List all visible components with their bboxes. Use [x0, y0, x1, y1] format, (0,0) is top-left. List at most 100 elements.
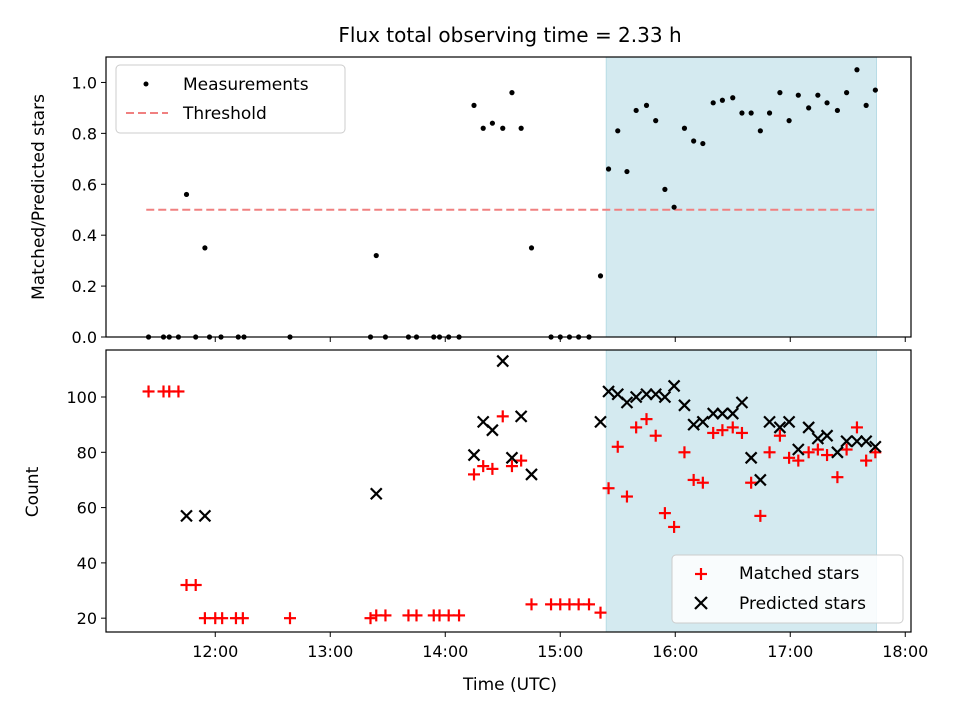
measurement-point — [730, 95, 736, 101]
matched-star-point — [142, 385, 155, 398]
legend-measurements-label: Measurements — [183, 75, 309, 95]
measurement-point — [653, 118, 659, 124]
predicted-star-point — [369, 487, 383, 501]
top-observing-span — [605, 56, 877, 338]
top-legend: Measurements Threshold — [115, 64, 346, 134]
predicted-star-point — [486, 423, 499, 437]
top-y-tick-label: 0.4 — [72, 226, 97, 245]
predicted-star-point — [514, 410, 528, 423]
bottom-y-tick-label: 80 — [77, 443, 97, 462]
matched-star-point — [189, 579, 202, 591]
matched-star-point — [611, 440, 624, 453]
x-tick-label: 17:00 — [767, 642, 813, 661]
predicted-star-point — [754, 473, 767, 487]
predicted-star-point — [496, 354, 510, 368]
measurement-point — [795, 92, 801, 98]
measurement-point — [757, 128, 763, 134]
matched-star-point — [594, 606, 607, 619]
x-tick-label: 16:00 — [652, 642, 698, 661]
matched-star-point — [198, 612, 211, 625]
matched-star-point — [640, 413, 653, 426]
bottom-axes-frame — [105, 349, 912, 633]
matched-star-point — [453, 609, 466, 622]
matched-star-point — [811, 443, 824, 456]
matched-star-point — [649, 429, 662, 442]
top-y-tick-label: 0.8 — [72, 124, 97, 143]
matched-star-point — [792, 454, 805, 467]
matched-star-point — [572, 598, 585, 611]
legend-predicted-marker — [694, 596, 708, 610]
predicted-star-point — [735, 396, 749, 409]
matched-star-point — [486, 462, 499, 475]
matched-star-point — [716, 424, 729, 437]
measurement-point — [844, 90, 850, 96]
predicted-star-point — [782, 415, 796, 429]
matched-star-point — [496, 410, 509, 423]
measurement-point — [719, 97, 726, 103]
matched-star-point — [172, 385, 185, 398]
predicted-star-point — [620, 396, 634, 409]
matched-star-point — [216, 612, 229, 625]
matched-star-point — [583, 598, 595, 611]
matched-star-point — [831, 471, 844, 484]
top-y-tick-label: 1.0 — [72, 73, 97, 92]
legend-threshold-label: Threshold — [182, 104, 267, 124]
matched-star-point — [707, 426, 720, 439]
predicted-star-point — [744, 451, 758, 465]
x-tick-label: 12:00 — [192, 642, 238, 661]
measurement-point — [183, 191, 190, 198]
predicted-star-point — [678, 399, 691, 412]
measurement-point — [681, 125, 688, 131]
measurement-point — [739, 110, 745, 116]
predicted-star-point — [594, 415, 607, 429]
matched-star-point — [726, 421, 739, 434]
matched-star-point — [284, 612, 296, 625]
matched-star-point — [821, 449, 834, 462]
measurement-point — [748, 110, 754, 116]
predicted-star-point — [811, 432, 825, 445]
measurement-point — [643, 102, 650, 108]
predicted-star-point — [840, 434, 853, 448]
count-panel: Count Time (UTC) 20 40 60 80 100 12:00 13:00 14… — [23, 349, 928, 695]
legend-predicted-label: Predicted stars — [739, 594, 866, 614]
predicted-star-point — [869, 440, 882, 454]
x-tick-label: 14:00 — [422, 642, 468, 661]
x-axis-label: Time (UTC) — [462, 675, 557, 695]
matched-star-point — [860, 454, 873, 467]
bottom-y-tick-label: 60 — [77, 499, 97, 518]
measurement-point — [633, 107, 639, 114]
matched-star-point — [379, 609, 392, 622]
matched-star-point — [364, 612, 377, 625]
matched-star-point — [630, 421, 643, 434]
predicted-star-point — [820, 429, 834, 442]
x-tick-label: 15:00 — [537, 642, 583, 661]
predicted-star-point — [667, 379, 681, 393]
matched-star-point — [515, 454, 528, 467]
top-legend-box — [115, 64, 346, 134]
matched-star-point — [678, 446, 691, 459]
predicted-star-point — [706, 407, 720, 420]
bottom-y-axis-label: Count — [23, 466, 43, 517]
measurement-point — [671, 204, 677, 210]
measurement-point — [806, 105, 812, 111]
measurement-point — [710, 100, 716, 106]
top-y-tick-label: 0.0 — [72, 328, 97, 347]
matched-star-point — [696, 476, 709, 489]
matched-star-point — [840, 443, 853, 456]
matched-star-point — [850, 421, 863, 434]
bottom-y-tick-label: 20 — [77, 609, 97, 628]
legend-matched-marker — [695, 568, 707, 580]
ratio-panel: Flux total observing time = 2.33 h Match… — [29, 23, 912, 347]
measurement-point — [471, 102, 477, 108]
measurement-point — [872, 87, 878, 93]
predicted-star-point — [773, 421, 787, 434]
predicted-star-point — [859, 434, 873, 448]
matched-star-point — [773, 429, 786, 442]
measurement-point — [834, 107, 841, 114]
predicted-star-point — [658, 390, 672, 404]
matched-star-point — [620, 490, 633, 503]
predicted-star-point — [649, 387, 662, 401]
matched-star-point — [442, 609, 455, 622]
predicted-star-point — [602, 385, 615, 398]
